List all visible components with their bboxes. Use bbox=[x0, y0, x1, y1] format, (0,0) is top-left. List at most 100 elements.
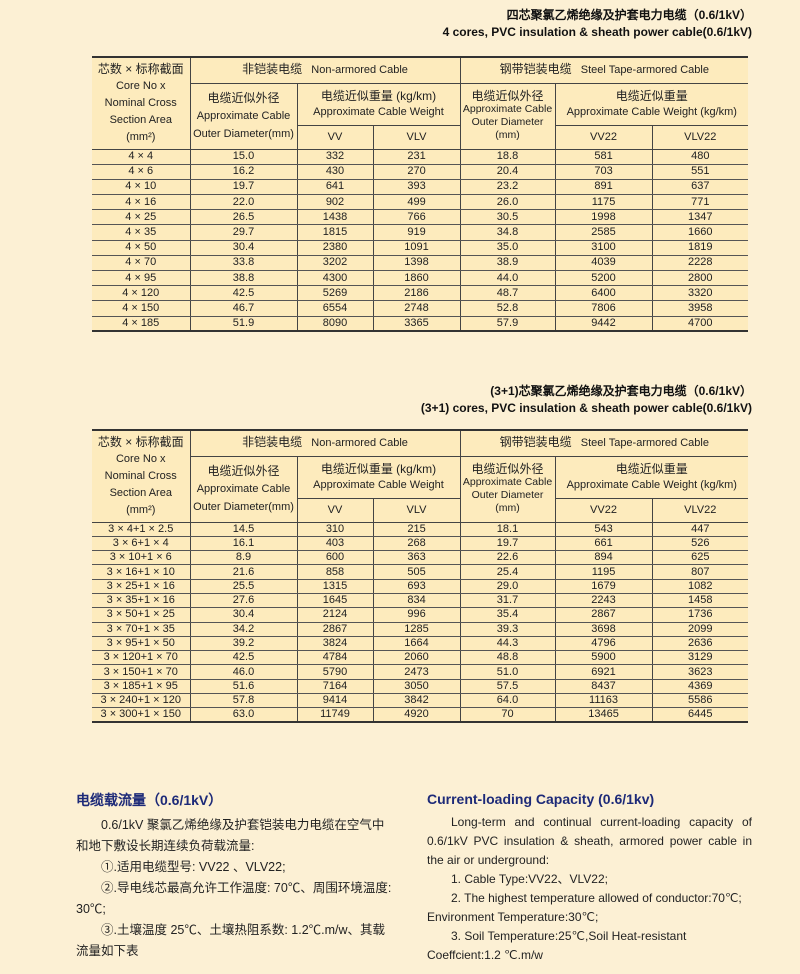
table-cell: 14.5 bbox=[189, 522, 298, 537]
table-cell: 637 bbox=[651, 179, 749, 196]
zh-current-loading-section: 电缆载流量（0.6/1kV） 0.6/1kV 聚氯乙烯绝缘及护套铠装电力电缆在空… bbox=[76, 790, 396, 962]
table-cell: 430 bbox=[296, 164, 374, 180]
table-cell: 3050 bbox=[372, 679, 461, 695]
table-cell: 42.5 bbox=[189, 650, 298, 666]
table-cell: 26.0 bbox=[459, 194, 556, 211]
table-cell: 2748 bbox=[372, 300, 461, 317]
table-cell: 4 × 25 bbox=[92, 209, 191, 226]
header-text: Non-armored Cable bbox=[311, 437, 408, 450]
header-text: Approximate Cable bbox=[196, 483, 291, 495]
table-cell: 51.9 bbox=[189, 316, 298, 333]
table-cell: 9414 bbox=[296, 693, 374, 709]
header-text: 芯数 × 标称截面 bbox=[97, 61, 184, 76]
table-cell: 2867 bbox=[554, 607, 653, 623]
table-cell: 22.0 bbox=[189, 194, 298, 211]
table-cell: 902 bbox=[296, 194, 374, 211]
table-cell: 57.5 bbox=[459, 679, 556, 695]
table-cell: 1398 bbox=[372, 255, 461, 272]
table-cell: 393 bbox=[372, 179, 461, 196]
table-cell: 33.8 bbox=[189, 255, 298, 272]
table-cell: 23.2 bbox=[459, 179, 556, 196]
header-text: (mm²) bbox=[126, 130, 156, 143]
table-cell: 641 bbox=[296, 179, 374, 196]
table-cell: 35.4 bbox=[459, 607, 556, 623]
vv22-header: VV22 bbox=[554, 498, 653, 523]
table-cell: 19.7 bbox=[189, 179, 298, 196]
table-cell: 1660 bbox=[651, 224, 749, 241]
table-cell: 4920 bbox=[372, 707, 461, 724]
table-cell: 52.8 bbox=[459, 300, 556, 317]
table-cell: 30.5 bbox=[459, 209, 556, 226]
table-cell: 1347 bbox=[651, 209, 749, 226]
table-row: 3 × 50+1 × 25 30.4 2124 996 35.4 2867 1736 bbox=[92, 607, 749, 623]
table-cell: 22.6 bbox=[459, 550, 556, 566]
en-item-2: 2. The highest temperature allowed of co… bbox=[427, 891, 742, 924]
table-row: 4 × 25 26.5 1438 766 30.5 1998 1347 bbox=[92, 209, 749, 226]
table-cell: 38.9 bbox=[459, 255, 556, 272]
table-cell: 3824 bbox=[296, 636, 374, 652]
table-cell: 2060 bbox=[372, 650, 461, 666]
table-row: 3 × 70+1 × 35 34.2 2867 1285 39.3 3698 2099 bbox=[92, 622, 749, 637]
table-cell: 4700 bbox=[651, 316, 749, 333]
table-row: 3 × 240+1 × 120 57.8 9414 3842 64.0 11163 5586 bbox=[92, 693, 749, 709]
table-cell: 15.0 bbox=[189, 149, 298, 165]
table-row: 3 × 25+1 × 16 25.5 1315 693 29.0 1679 1082 bbox=[92, 579, 749, 594]
table-cell: 21.6 bbox=[189, 564, 298, 580]
zh-item-1: ①.适用电缆型号: VV22 、VLV22; bbox=[101, 860, 286, 874]
table-row: 3 × 10+1 × 6 8.9 600 363 22.6 894 625 bbox=[92, 550, 749, 566]
table-cell: 4 × 120 bbox=[92, 285, 191, 302]
table-cell: 693 bbox=[372, 579, 461, 594]
table-cell: 44.3 bbox=[459, 636, 556, 652]
table-cell: 310 bbox=[296, 522, 374, 537]
header-text: Outer Diameter bbox=[471, 116, 544, 128]
table-cell: 4039 bbox=[554, 255, 653, 272]
table-cell: 2473 bbox=[372, 664, 461, 680]
armored-header: 钢带铠装电缆 Steel Tape-armored Cable bbox=[459, 430, 749, 457]
four-core-cable-table: 芯数 × 标称截面 Core No x Nominal Cross Section A… bbox=[92, 56, 749, 333]
table-cell: 3 × 95+1 × 50 bbox=[92, 636, 191, 652]
table-cell: 3 × 10+1 × 6 bbox=[92, 550, 191, 566]
header-text: 电缆近似重量 bbox=[615, 462, 688, 476]
table-cell: 70 bbox=[459, 707, 556, 724]
header-text: 电缆近似重量 (kg/km) bbox=[320, 89, 437, 103]
header-text: 电缆近似外径 bbox=[471, 89, 544, 103]
table-cell: 13465 bbox=[554, 707, 653, 724]
weight-header: 电缆近似重量 (kg/km) Approximate Cable Weight bbox=[296, 83, 461, 126]
table-cell: 30.4 bbox=[189, 607, 298, 623]
header-text: 电缆近似外径 bbox=[471, 462, 544, 476]
table-cell: 4796 bbox=[554, 636, 653, 652]
table-cell: 4 × 35 bbox=[92, 224, 191, 241]
table-cell: 51.6 bbox=[189, 679, 298, 695]
table-cell: 581 bbox=[554, 149, 653, 165]
table-row: 4 × 120 42.5 5269 2186 48.7 6400 3320 bbox=[92, 285, 749, 302]
table-cell: 1438 bbox=[296, 209, 374, 226]
en-paragraph-1: Long-term and continual current-loading … bbox=[427, 815, 752, 867]
table-cell: 4 × 50 bbox=[92, 240, 191, 256]
table-cell: 8.9 bbox=[189, 550, 298, 566]
table-cell: 16.2 bbox=[189, 164, 298, 180]
table-cell: 4 × 185 bbox=[92, 316, 191, 333]
core-section-header: 芯数 × 标称截面 Core No x Nominal Cross Section A… bbox=[92, 57, 191, 150]
table-cell: 2867 bbox=[296, 622, 374, 637]
non-armored-header: 非铠装电缆 Non-armored Cable bbox=[189, 57, 461, 84]
table-row: 4 × 4 15.0 332 231 18.8 581 480 bbox=[92, 149, 749, 165]
three-plus-one-core-cable-table: 芯数 × 标称截面 Core No x Nominal Cross Section A… bbox=[92, 429, 749, 724]
table-cell: 3 × 35+1 × 16 bbox=[92, 593, 191, 609]
table-cell: 2800 bbox=[651, 270, 749, 287]
table-cell: 1819 bbox=[651, 240, 749, 256]
table-cell: 268 bbox=[372, 536, 461, 552]
table-cell: 26.5 bbox=[189, 209, 298, 226]
table-row: 3 × 16+1 × 10 21.6 858 505 25.4 1195 807 bbox=[92, 564, 749, 580]
table-cell: 25.5 bbox=[189, 579, 298, 594]
table-cell: 42.5 bbox=[189, 285, 298, 302]
table2-title: (3+1)芯聚氯乙烯绝缘及护套电力电缆（0.6/1kV） (3+1) cores… bbox=[421, 383, 752, 417]
table-cell: 4300 bbox=[296, 270, 374, 287]
zh-item-2: ②.导电线芯最高允许工作温度: 70℃、周围环境温度: 30℃; bbox=[76, 881, 392, 916]
table-cell: 4 × 95 bbox=[92, 270, 191, 287]
table-cell: 51.0 bbox=[459, 664, 556, 680]
header-text: Non-armored Cable bbox=[311, 64, 408, 77]
vv-header: VV bbox=[297, 125, 374, 150]
table-cell: 919 bbox=[372, 224, 461, 241]
table-cell: 3202 bbox=[296, 255, 374, 272]
header-text: Nominal Cross bbox=[104, 96, 177, 109]
